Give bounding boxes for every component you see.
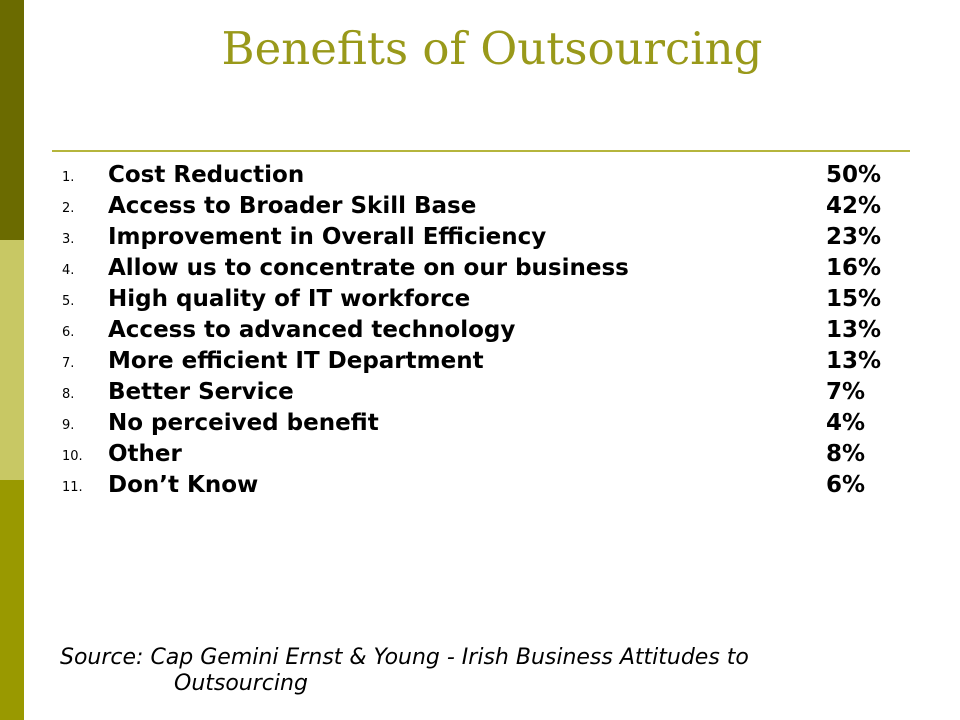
item-label: More efficient IT Department: [108, 348, 484, 374]
item-percent: 16%: [826, 255, 882, 281]
item-label: Cost Reduction: [108, 162, 305, 188]
list-item: 11. Don’t Know 6%: [0, 470, 960, 501]
item-label: Don’t Know: [108, 472, 259, 498]
item-label: Better Service: [108, 379, 294, 405]
list-item: 7. More efficient IT Department 13%: [0, 346, 960, 377]
item-percent: 7%: [826, 379, 866, 405]
sidebar-olive-block: [0, 480, 24, 720]
item-number: 6.: [62, 325, 75, 340]
item-percent: 15%: [826, 286, 882, 312]
item-percent: 4%: [826, 410, 866, 436]
item-number: 7.: [62, 356, 75, 371]
source-line-1: Source: Cap Gemini Ernst & Young - Irish…: [60, 645, 749, 670]
item-percent: 42%: [826, 193, 882, 219]
list-item: 2. Access to Broader Skill Base 42%: [0, 191, 960, 222]
item-label: Access to Broader Skill Base: [108, 193, 477, 219]
item-percent: 23%: [826, 224, 882, 250]
list-item: 1. Cost Reduction 50%: [0, 160, 960, 191]
item-number: 3.: [62, 232, 75, 247]
item-label: High quality of IT workforce: [108, 286, 471, 312]
list-item: 4. Allow us to concentrate on our busine…: [0, 253, 960, 284]
slide-title: Benefits of Outsourcing: [221, 22, 763, 75]
item-number: 10.: [62, 449, 83, 464]
item-number: 1.: [62, 170, 75, 185]
item-label: Other: [108, 441, 182, 467]
item-percent: 6%: [826, 472, 866, 498]
item-percent: 8%: [826, 441, 866, 467]
list-item: 8. Better Service 7%: [0, 377, 960, 408]
item-percent: 13%: [826, 348, 882, 374]
source-line-2: Outsourcing: [174, 671, 308, 696]
item-number: 9.: [62, 418, 75, 433]
list-item: 6. Access to advanced technology 13%: [0, 315, 960, 346]
source-citation: Source: Cap Gemini Ernst & Young - Irish…: [60, 645, 940, 697]
list-item: 10. Other 8%: [0, 439, 960, 470]
item-number: 2.: [62, 201, 75, 216]
sidebar-light-block: [0, 240, 24, 480]
item-label: Improvement in Overall Efficiency: [108, 224, 547, 250]
item-label: No perceived benefit: [108, 410, 379, 436]
item-label: Access to advanced technology: [108, 317, 516, 343]
item-number: 4.: [62, 263, 75, 278]
list-item: 9. No perceived benefit 4%: [0, 408, 960, 439]
sidebar-dark-block: [0, 0, 24, 240]
item-percent: 13%: [826, 317, 882, 343]
item-number: 11.: [62, 480, 83, 495]
item-number: 8.: [62, 387, 75, 402]
title-divider: [52, 150, 910, 152]
item-percent: 50%: [826, 162, 882, 188]
benefits-list: 1. Cost Reduction 50% 2. Access to Broad…: [0, 160, 960, 501]
item-label: Allow us to concentrate on our business: [108, 255, 629, 281]
item-number: 5.: [62, 294, 75, 309]
list-item: 5. High quality of IT workforce 15%: [0, 284, 960, 315]
list-item: 3. Improvement in Overall Efficiency 23%: [0, 222, 960, 253]
